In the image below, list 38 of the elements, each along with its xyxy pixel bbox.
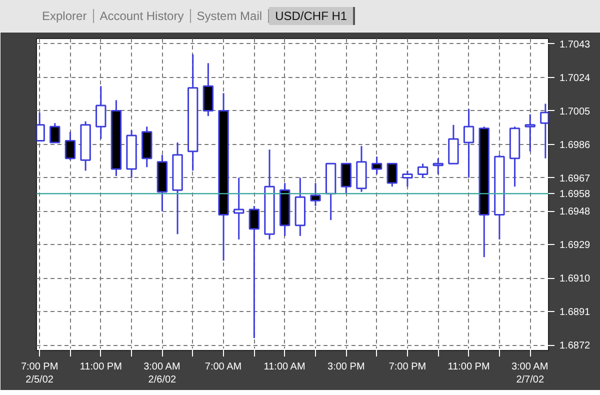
text: Account History <box>94 9 191 23</box>
y-tick-label: 1.6967 <box>560 173 591 184</box>
y-tick-label: 1.6929 <box>560 240 591 252</box>
y-tick-label: 1.7043 <box>560 39 591 50</box>
candlestick <box>463 108 474 179</box>
ref-line-label: 1.6958 <box>560 189 591 200</box>
candlestick <box>248 205 260 339</box>
y-tick-label: 1.7024 <box>560 72 591 84</box>
candlestick <box>432 158 444 175</box>
x-tick-label: 3:00 PM <box>328 362 365 372</box>
y-tick-label: 1.6891 <box>560 307 591 318</box>
y-tick-label: 1.7005 <box>560 106 591 118</box>
chart-title: USD/CHF H1 <box>269 7 356 25</box>
text: System Mail <box>190 9 270 23</box>
candlestick <box>402 170 413 188</box>
y-tick-label: 1.6872 <box>560 340 591 352</box>
candlestick <box>340 162 352 194</box>
x-tick-label: 11:00 PM <box>80 362 122 372</box>
x-tick-label: 3:00 AM 2/7/02 <box>511 362 548 386</box>
x-tick-label: 7:00 PM <box>388 362 426 372</box>
y-tick-label: 1.6910 <box>560 274 591 285</box>
x-tick-label: 3:00 AM 2/6/02 <box>144 362 180 386</box>
candlestick <box>524 114 536 152</box>
x-tick-label: 7:00 PM 2/5/02 <box>20 362 58 386</box>
y-tick-label: 1.6948 <box>560 206 591 218</box>
candlestick <box>96 85 106 140</box>
candlestick <box>50 122 60 144</box>
candlestick <box>64 131 76 161</box>
candlestick <box>386 162 398 188</box>
y-tick-label: 1.6986 <box>560 140 591 151</box>
candlestick <box>310 182 321 207</box>
text: Explorer <box>36 9 94 23</box>
x-tick-label: 11:00 AM <box>264 362 306 372</box>
candlestick <box>234 177 244 240</box>
x-tick-label: 11:00 PM <box>448 362 490 372</box>
x-tick-label: 7:00 AM <box>204 362 242 372</box>
candlestick <box>371 156 382 175</box>
candlestick <box>417 162 428 179</box>
